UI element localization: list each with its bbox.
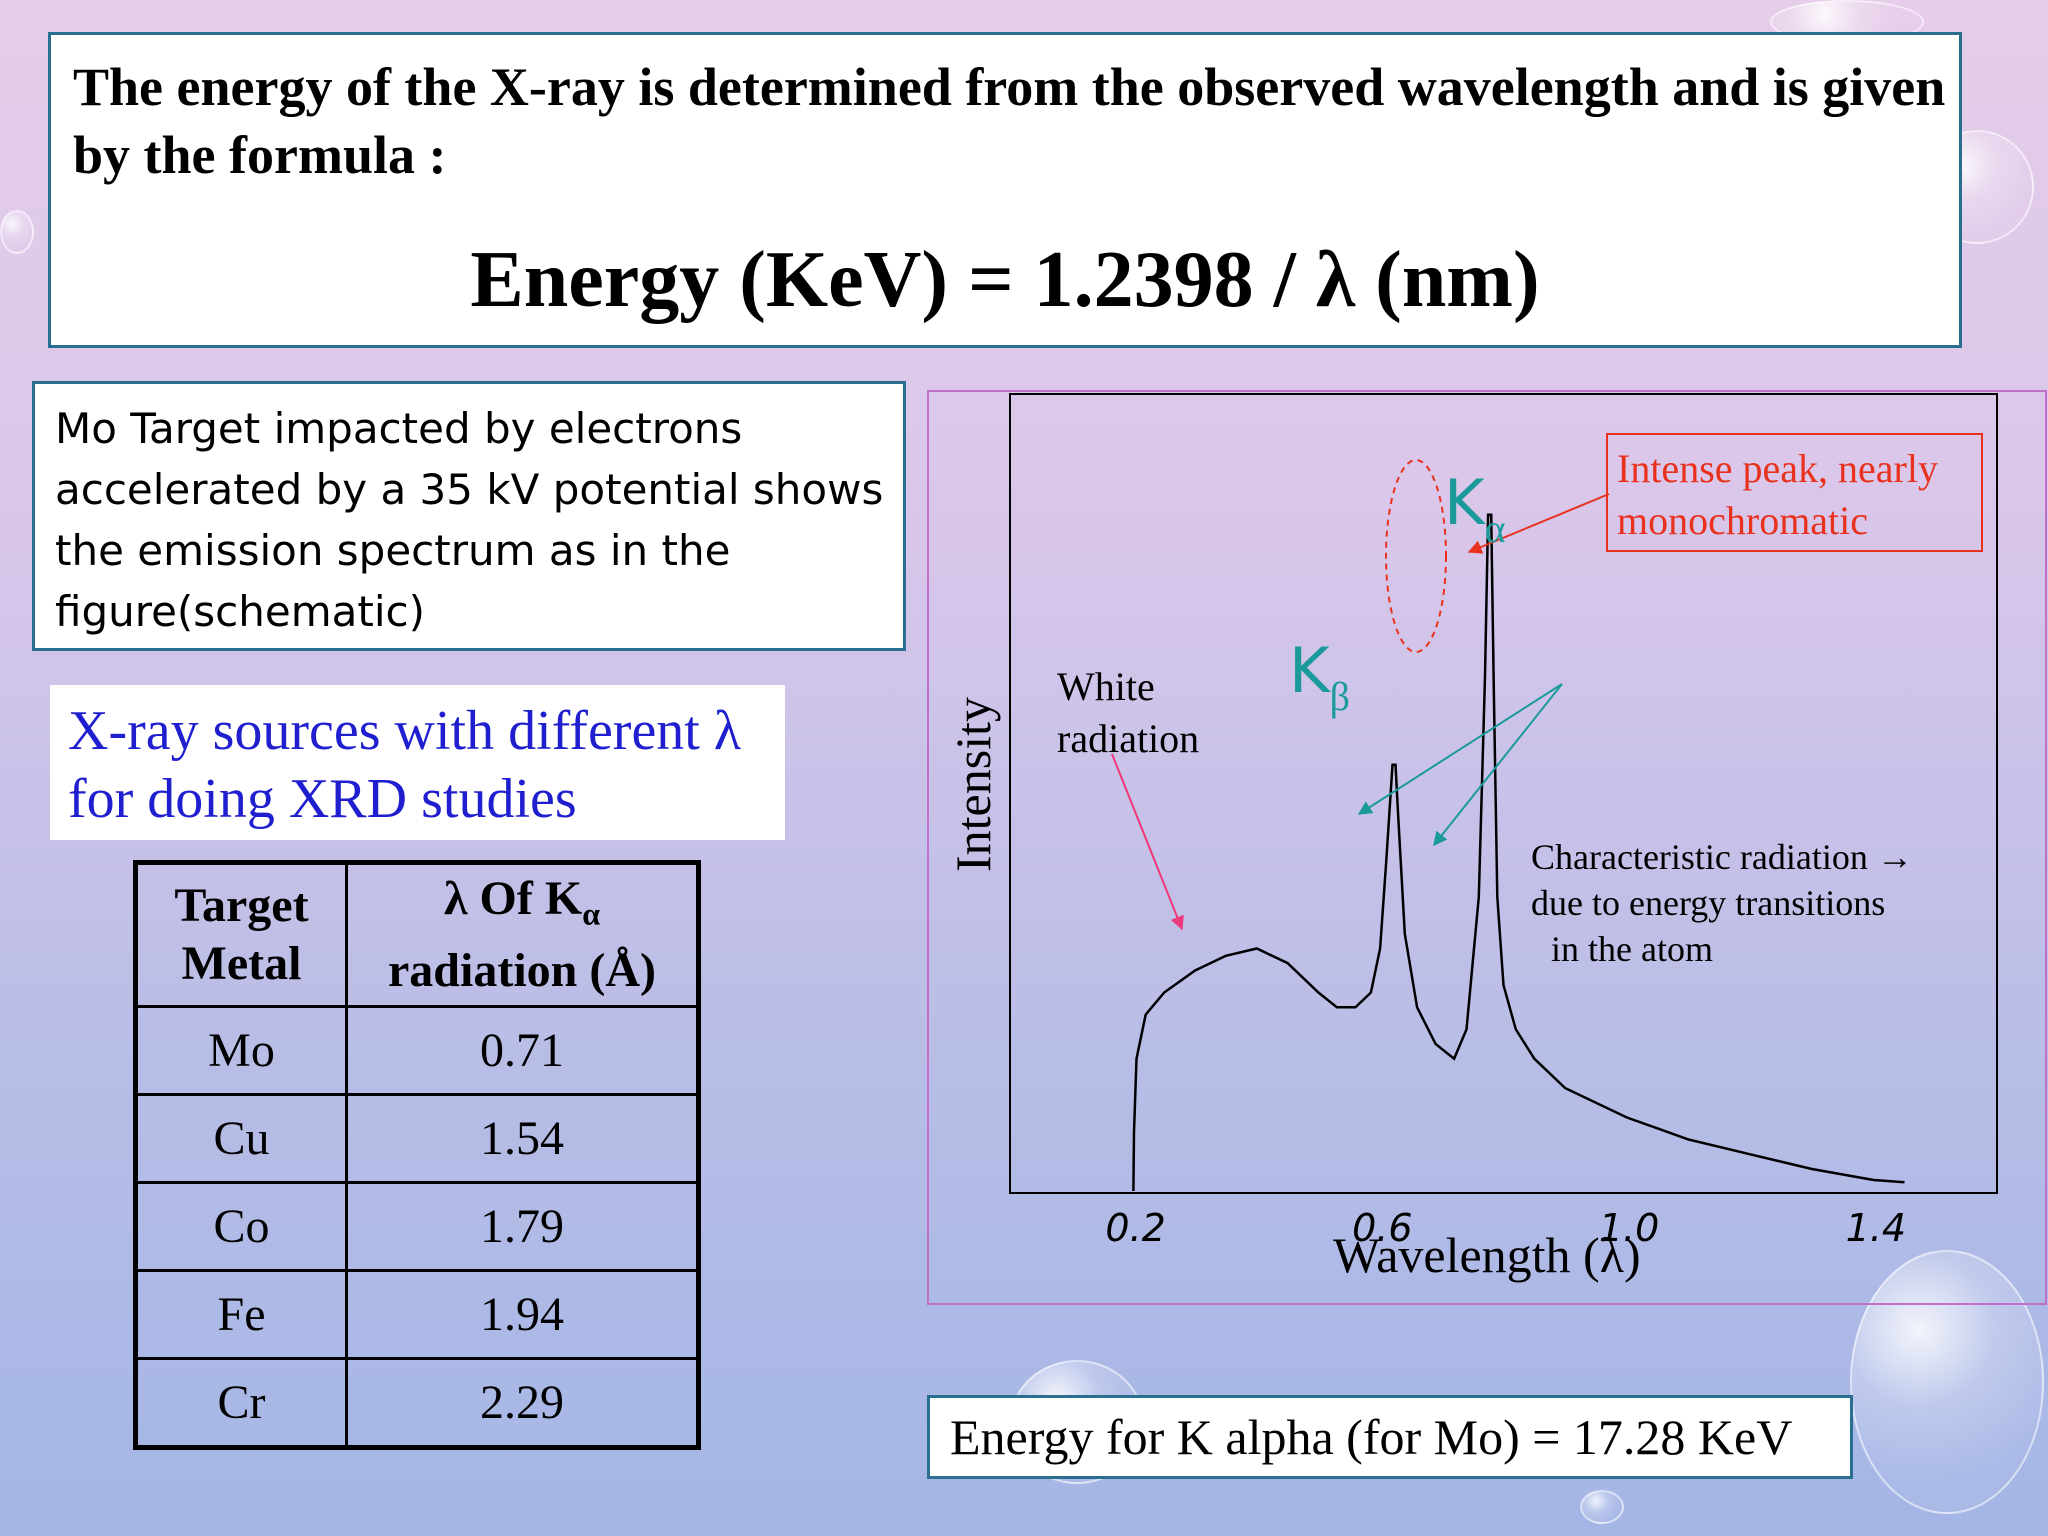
bubble-decoration	[1580, 1490, 1624, 1524]
pink-arrow	[1111, 753, 1184, 931]
x-tick-label: 1.4	[1846, 1206, 1906, 1250]
white-radiation-line-2: radiation	[1057, 716, 1199, 761]
xray-sources-line-1: X-ray sources with different λ	[68, 700, 742, 762]
table-row: Cu 1.54	[134, 1093, 700, 1184]
table-row: Co 1.79	[134, 1181, 700, 1272]
k-alpha-label: Kα	[1444, 466, 1506, 551]
xray-sources-line-2: for doing XRD studies	[68, 768, 577, 830]
intense-peak-box	[1606, 433, 1983, 552]
header-lambda-k-alpha: λ Of Kα radiation (Å)	[345, 861, 700, 1008]
x-tick-label: 1.0	[1599, 1206, 1659, 1250]
x-tick-label: 0.2	[1105, 1206, 1165, 1250]
intro-text: The energy of the X-ray is determined fr…	[73, 57, 1946, 185]
k-beta-label: Kβ	[1289, 634, 1350, 719]
teal-arrow-k-beta	[1357, 683, 1563, 815]
white-radiation-line-1: White	[1057, 664, 1155, 709]
energy-formula: Energy (KeV) = 1.2398 / λ (nm)	[470, 236, 1540, 324]
cell-metal: Fe	[134, 1269, 348, 1360]
formula-box: The energy of the X-ray is determined fr…	[48, 32, 1962, 348]
cell-lambda: 2.29	[345, 1357, 700, 1449]
y-axis-label: Intensity	[945, 697, 1001, 872]
table-header-row: Target Metal λ Of Kα radiation (Å)	[134, 861, 700, 1008]
mo-description-text: Mo Target impacted by electrons accelera…	[55, 404, 884, 636]
cell-lambda: 0.71	[345, 1005, 700, 1096]
table-row: Fe 1.94	[134, 1269, 700, 1360]
characteristic-line-2: due to energy transitions	[1531, 883, 1885, 923]
energy-k-alpha-text: Energy for K alpha (for Mo) = 17.28 KeV	[950, 1409, 1793, 1465]
teal-arrow-k-alpha	[1433, 683, 1563, 847]
x-axis-label: Wavelength (λ)	[1333, 1227, 1641, 1283]
xray-sources-text: X-ray sources with different λ for doing…	[68, 697, 741, 833]
bubble-decoration	[0, 210, 34, 254]
cell-lambda: 1.79	[345, 1181, 700, 1272]
x-tick-label: 0.6	[1352, 1206, 1412, 1250]
spectrum-chart: Intense peak, nearly monochromatic White…	[927, 390, 2047, 1305]
cell-metal: Co	[134, 1181, 348, 1272]
cell-lambda: 1.54	[345, 1093, 700, 1184]
spectrum-svg: Intense peak, nearly monochromatic White…	[945, 393, 1998, 1283]
bubble-decoration	[1850, 1250, 2044, 1514]
energy-k-alpha-box: Energy for K alpha (for Mo) = 17.28 KeV	[927, 1395, 1853, 1479]
mo-description-box: Mo Target impacted by electrons accelera…	[32, 381, 906, 651]
xray-sources-box: X-ray sources with different λ for doing…	[50, 685, 785, 840]
characteristic-line-1: Characteristic radiation →	[1531, 837, 1913, 877]
plot-frame	[1009, 393, 1998, 1194]
cell-metal: Cr	[134, 1357, 348, 1449]
k-alpha-highlight-ellipse	[1385, 459, 1447, 653]
table-row: Mo 0.71	[134, 1005, 700, 1096]
cell-metal: Mo	[134, 1005, 348, 1096]
cell-metal: Cu	[134, 1093, 348, 1184]
characteristic-line-3: in the atom	[1551, 929, 1713, 969]
table-row: Cr 2.29	[134, 1357, 700, 1449]
red-arrow	[1467, 493, 1610, 554]
spectrum-curve	[1132, 513, 1905, 1192]
target-metal-table: Target Metal λ Of Kα radiation (Å) Mo 0.…	[133, 860, 701, 1450]
intense-peak-line-2: monochromatic	[1617, 498, 1868, 543]
header-target-metal: Target Metal	[134, 861, 348, 1008]
cell-lambda: 1.94	[345, 1269, 700, 1360]
intense-peak-line-1: Intense peak, nearly	[1617, 446, 1938, 491]
